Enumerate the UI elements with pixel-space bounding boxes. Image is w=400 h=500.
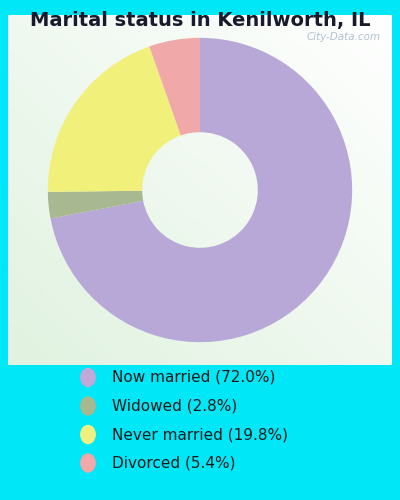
Text: Never married (19.8%): Never married (19.8%) [112,427,288,442]
Wedge shape [149,38,200,136]
Text: City-Data.com: City-Data.com [306,32,380,42]
Wedge shape [50,38,352,342]
Text: Now married (72.0%): Now married (72.0%) [112,370,275,385]
Text: Widowed (2.8%): Widowed (2.8%) [112,398,237,413]
Text: Divorced (5.4%): Divorced (5.4%) [112,456,236,470]
Wedge shape [48,190,143,218]
Wedge shape [48,46,181,192]
Text: Marital status in Kenilworth, IL: Marital status in Kenilworth, IL [30,11,370,30]
